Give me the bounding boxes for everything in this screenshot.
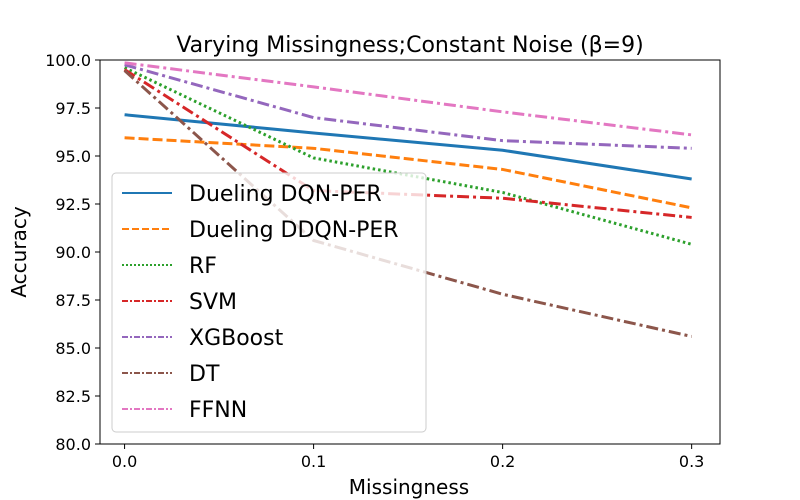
legend-label: SVM (189, 290, 237, 315)
legend: Dueling DQN-PER Dueling DDQN-PER RF SVM XGBo… (111, 172, 427, 433)
y-tick-label: 80.0 (55, 435, 91, 454)
y-tick-label: 87.5 (55, 291, 91, 310)
y-axis: 80.0 82.5 85.0 87.5 90.0 92.5 95.0 97.5 100.0 (45, 51, 100, 454)
y-tick-label: 95.0 (55, 147, 91, 166)
x-tick-label: 0.3 (679, 452, 704, 471)
y-tick-label: 90.0 (55, 243, 91, 262)
y-tick-label: 97.5 (55, 99, 91, 118)
legend-label: FFNN (189, 398, 247, 423)
legend-label: DT (189, 362, 220, 387)
series-line-ffnn (124, 61, 692, 137)
x-axis: 0.0 0.1 0.2 0.3 (112, 444, 704, 471)
x-axis-label: Missingness (349, 475, 469, 499)
series-line-svm (123, 68, 692, 219)
chart-title: Varying Missingness;Constant Noise (β=9) (176, 33, 643, 58)
legend-label: RF (189, 254, 217, 279)
y-tick-label: 92.5 (55, 195, 91, 214)
legend-label: Dueling DQN-PER (189, 182, 382, 207)
x-tick-label: 0.2 (490, 452, 515, 471)
legend-label: XGBoost (189, 326, 284, 351)
y-tick-label: 85.0 (55, 339, 91, 358)
x-tick-label: 0.1 (301, 452, 326, 471)
legend-box (111, 172, 427, 433)
x-tick-label: 0.0 (112, 452, 137, 471)
series-line-dueling-dqn-per (124, 113, 692, 181)
y-tick-label: 82.5 (55, 387, 91, 406)
series-line-xgboost (124, 63, 692, 150)
legend-label: Dueling DDQN-PER (189, 218, 399, 243)
series-line-dueling-ddqn-per (124, 136, 692, 210)
series-line-rf (123, 66, 693, 246)
y-axis-label: Accuracy (7, 206, 31, 297)
y-tick-label: 100.0 (45, 51, 91, 70)
